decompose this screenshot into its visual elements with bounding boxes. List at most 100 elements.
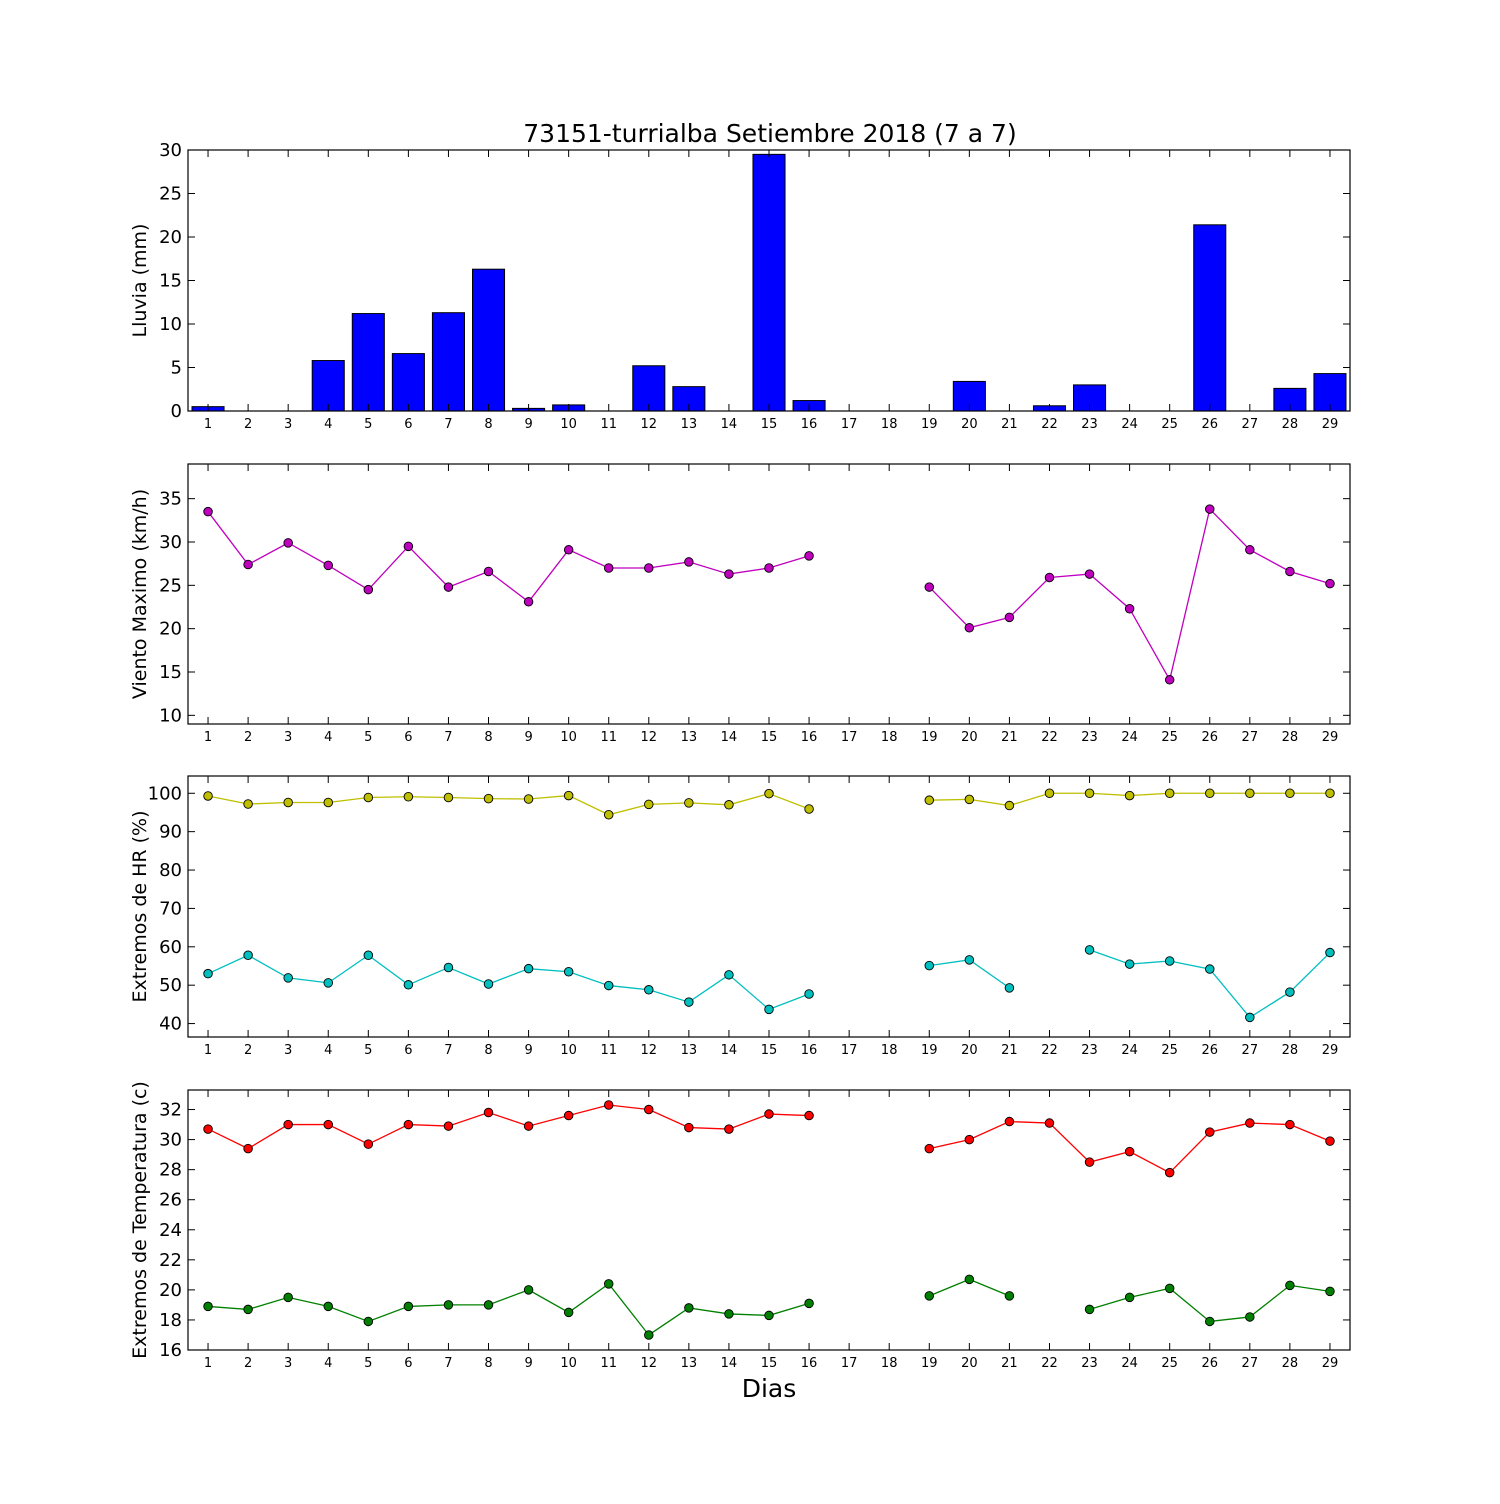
- series-1-point-day-21: [1004, 800, 1015, 811]
- y-tick-label: 25: [159, 184, 182, 205]
- series-1-point-day-13: [684, 798, 694, 808]
- series-2-point-day-9: [523, 963, 534, 974]
- x-tick-label: 9: [524, 1356, 532, 1371]
- y-axis-label: Extremos de Temperatura (c): [129, 1081, 151, 1359]
- series-2-point-day-4: [323, 1301, 333, 1312]
- x-tick-label: 11: [600, 1043, 617, 1058]
- series-2-point-day-9: [523, 1285, 534, 1295]
- plot-area: [188, 1090, 1350, 1350]
- x-tick-label: 12: [641, 730, 658, 745]
- bar-day-12: [632, 365, 666, 412]
- series-1-point-day-1: [203, 1124, 213, 1134]
- series-1-point-day-4: [323, 560, 333, 571]
- series-1-point-day-10: [563, 545, 574, 555]
- y-tick-label: 5: [171, 358, 182, 379]
- x-tick-label: 3: [284, 1356, 292, 1371]
- series-1-point-day-24: [1124, 603, 1135, 614]
- series-2-point-day-28: [1285, 987, 1295, 997]
- series-2-point-day-5: [363, 950, 374, 961]
- series-1-point-day-14: [724, 569, 734, 579]
- y-tick-label: 20: [159, 619, 182, 640]
- series-1-point-day-28: [1285, 1119, 1295, 1130]
- x-tick-label: 8: [484, 417, 492, 432]
- x-tick-label: 24: [1121, 730, 1138, 745]
- x-tick-label: 1: [204, 1043, 212, 1058]
- series-1-point-day-24: [1124, 1146, 1135, 1157]
- x-tick-label: 19: [921, 417, 938, 432]
- y-tick-label: 30: [159, 140, 182, 161]
- series-2-point-day-26: [1205, 964, 1215, 974]
- series-1-point-day-21: [1004, 612, 1015, 623]
- x-tick-label: 14: [721, 730, 738, 745]
- series-2-point-day-13: [684, 1303, 694, 1313]
- x-tick-label: 26: [1201, 1043, 1218, 1058]
- x-tick-label: 10: [560, 1043, 577, 1058]
- series-2-point-day-27: [1245, 1012, 1255, 1023]
- series-1-point-day-19: [924, 795, 935, 805]
- series-1-point-day-26: [1205, 788, 1215, 799]
- series-1-point-day-20: [964, 623, 975, 633]
- y-tick-label: 25: [159, 575, 182, 596]
- x-tick-label: 2: [244, 417, 252, 432]
- x-tick-label: 17: [841, 417, 858, 432]
- y-axis-label: Extremos de HR (%): [129, 810, 151, 1002]
- x-tick-label: 9: [524, 417, 532, 432]
- series-2-point-day-21: [1004, 983, 1015, 993]
- x-tick-label: 17: [841, 730, 858, 745]
- x-tick-label: 22: [1041, 1043, 1058, 1058]
- x-tick-label: 18: [881, 1043, 898, 1058]
- x-tick-label: 8: [484, 730, 492, 745]
- series-1-point-day-20: [964, 1134, 975, 1145]
- series-2-point-day-7: [443, 1300, 454, 1310]
- x-tick-label: 6: [404, 1356, 412, 1371]
- series-1-point-day-6: [403, 791, 414, 802]
- series-2-point-day-11: [603, 980, 614, 991]
- series-1-point-day-15: [764, 788, 774, 799]
- series-1-point-day-29: [1325, 578, 1335, 589]
- series-1-point-day-12: [644, 1104, 654, 1115]
- x-tick-label: 10: [560, 730, 577, 745]
- series-1-point-day-28: [1285, 566, 1295, 577]
- series-1-point-day-7: [443, 582, 454, 592]
- series-2-point-day-21: [1004, 1291, 1015, 1301]
- series-1-point-day-19: [924, 582, 935, 592]
- series-1-point-day-14: [724, 800, 734, 810]
- series-1-line-segment: [207, 511, 810, 603]
- x-tick-label: 5: [364, 1356, 372, 1371]
- x-tick-label: 14: [721, 1043, 738, 1058]
- y-axis-label: Viento Maximo (km/h): [129, 489, 151, 699]
- x-tick-label: 12: [641, 1043, 658, 1058]
- series-1-line-segment: [207, 792, 810, 816]
- series-2-point-day-23: [1084, 1304, 1095, 1315]
- series-1-point-day-15: [764, 563, 774, 573]
- y-tick-label: 18: [159, 1310, 182, 1331]
- series-1-point-day-9: [523, 597, 534, 607]
- series-1-point-day-2: [243, 1143, 253, 1154]
- x-tick-label: 20: [961, 1043, 978, 1058]
- series-2-point-day-25: [1164, 956, 1175, 966]
- x-tick-label: 7: [444, 1356, 452, 1371]
- series-1-point-day-16: [804, 804, 814, 814]
- y-tick-label: 50: [159, 975, 182, 996]
- x-tick-label: 7: [444, 417, 452, 432]
- x-tick-label: 23: [1081, 1356, 1098, 1371]
- series-1-point-day-1: [203, 506, 213, 517]
- series-1-point-day-27: [1245, 1118, 1255, 1128]
- series-2-point-day-24: [1124, 959, 1135, 969]
- series-2-point-day-13: [684, 997, 694, 1007]
- x-tick-label: 12: [641, 1356, 658, 1371]
- x-tick-label: 25: [1161, 1356, 1178, 1371]
- series-1-point-day-8: [483, 793, 494, 804]
- x-tick-label: 14: [721, 417, 738, 432]
- series-1-point-day-22: [1044, 1118, 1055, 1128]
- y-tick-label: 24: [159, 1220, 182, 1241]
- y-tick-label: 90: [159, 822, 182, 843]
- plot-area: [188, 776, 1350, 1037]
- series-2-point-day-2: [243, 1304, 253, 1315]
- series-1-line-segment: [207, 1104, 810, 1150]
- series-1-point-day-25: [1164, 1167, 1175, 1178]
- x-tick-label: 13: [681, 417, 698, 432]
